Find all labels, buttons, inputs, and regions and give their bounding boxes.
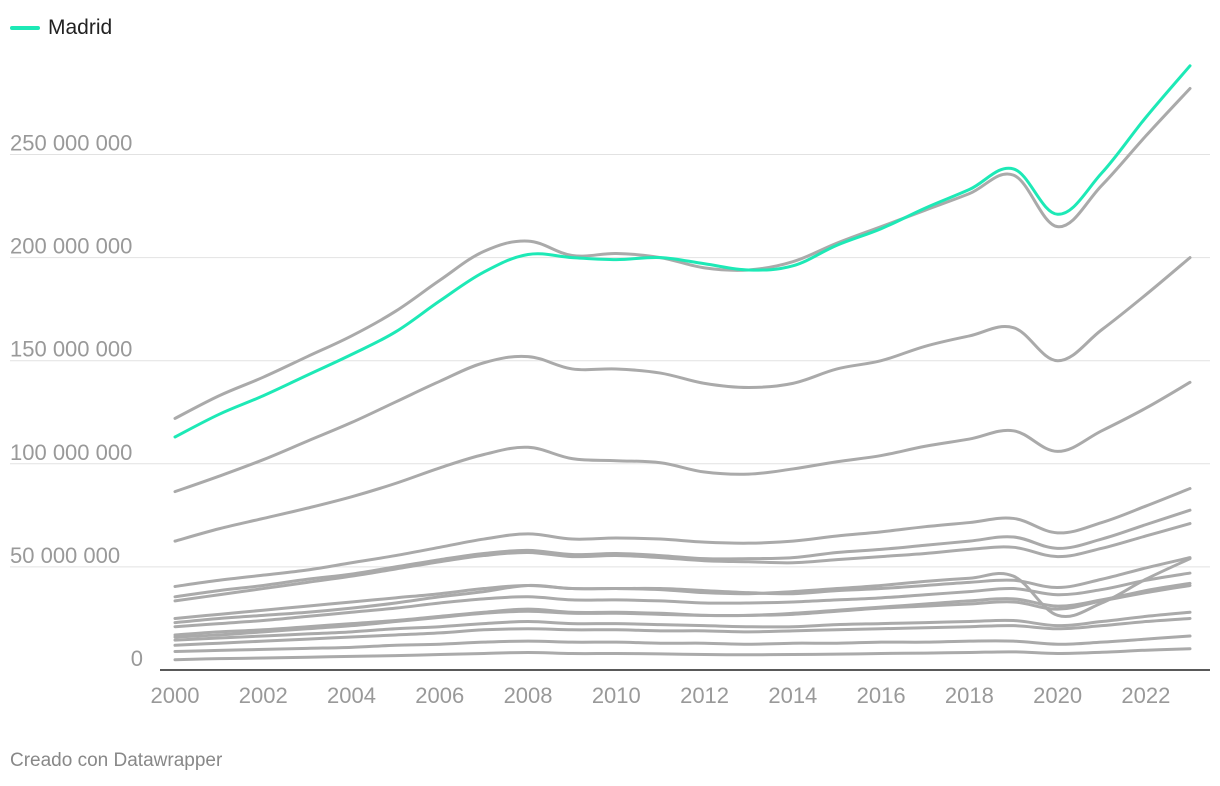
x-tick-label: 2006 — [415, 683, 464, 708]
series-line — [173, 557, 1192, 625]
series-line-madrid — [173, 64, 1192, 439]
y-tick-label: 100 000 000 — [10, 440, 132, 465]
series-line — [173, 380, 1192, 543]
legend-swatch — [10, 26, 40, 30]
series-line — [173, 616, 1192, 647]
series-line — [173, 87, 1192, 420]
series-line — [173, 522, 1192, 603]
footer-credit: Creado con Datawrapper — [10, 750, 223, 771]
y-tick-label: 250 000 000 — [10, 130, 132, 155]
legend-label-madrid: Madrid — [48, 16, 113, 39]
series-line — [173, 508, 1192, 599]
series-line — [173, 571, 1192, 629]
series-lines — [173, 64, 1192, 662]
y-tick-label: 150 000 000 — [10, 337, 132, 362]
x-tick-label: 2008 — [504, 683, 553, 708]
x-axis-tick-labels: 2000 2002 2004 2006 2008 2010 2012 2014 2016 2018… — [151, 683, 1171, 708]
x-tick-label: 2022 — [1121, 683, 1170, 708]
series-line — [173, 556, 1192, 620]
x-tick-label: 2016 — [857, 683, 906, 708]
x-tick-label: 2000 — [151, 683, 200, 708]
x-tick-label: 2010 — [592, 683, 641, 708]
series-line — [173, 583, 1192, 639]
series-line — [173, 634, 1192, 653]
x-tick-label: 2020 — [1033, 683, 1082, 708]
y-tick-label: 200 000 000 — [10, 234, 132, 259]
series-line — [173, 610, 1192, 642]
x-tick-label: 2018 — [945, 683, 994, 708]
series-line — [173, 256, 1192, 494]
x-tick-label: 2014 — [768, 683, 817, 708]
series-line — [173, 487, 1192, 588]
x-tick-label: 2004 — [327, 683, 376, 708]
grid-lines — [10, 153, 1210, 568]
y-tick-label: 50 000 000 — [10, 543, 120, 568]
series-line — [173, 647, 1192, 662]
legend: Madrid — [10, 16, 112, 40]
x-tick-label: 2012 — [680, 683, 729, 708]
x-tick-label: 2002 — [239, 683, 288, 708]
y-axis-tick-labels: 0 50 000 000 100 000 000 150 000 000 200 000… — [10, 130, 143, 671]
y-tick-label: 0 — [131, 646, 143, 671]
